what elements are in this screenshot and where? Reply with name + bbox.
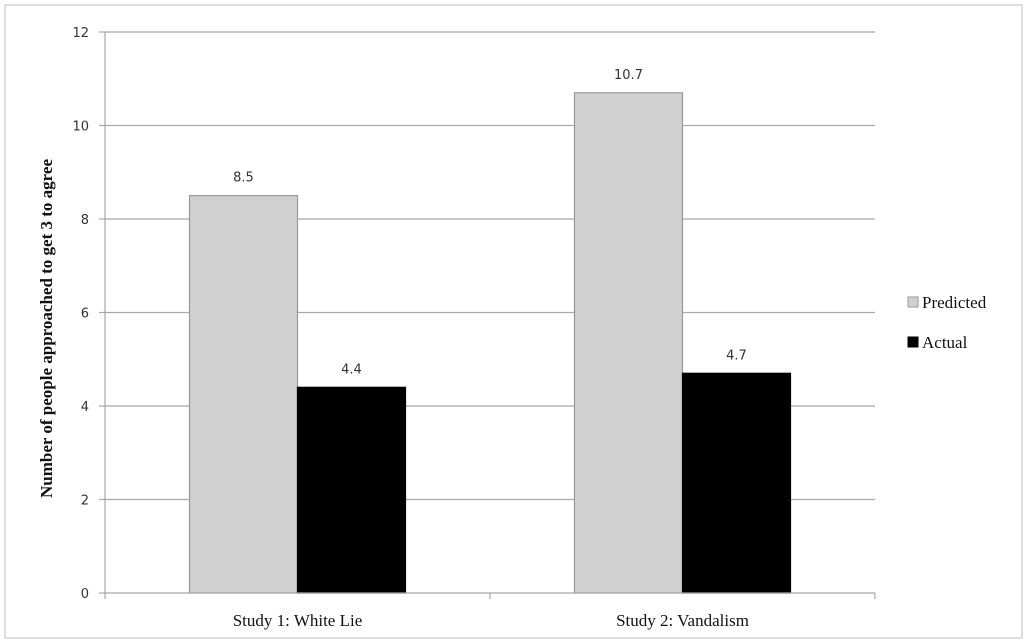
legend: Predicted Actual xyxy=(907,293,987,352)
y-tick-label: 8 xyxy=(81,213,89,228)
data-label: 8.5 xyxy=(233,171,254,186)
legend-swatch xyxy=(907,296,919,308)
data-label: 10.7 xyxy=(614,68,643,83)
bar-actual-2 xyxy=(681,372,792,594)
data-label: 4.4 xyxy=(341,362,362,377)
x-category-label: Study 2: Vandalism xyxy=(616,611,749,630)
y-axis-label: Number of people approached to get 3 to … xyxy=(37,159,56,498)
bar-actual-1 xyxy=(296,386,407,594)
bar-predicted-2 xyxy=(573,92,684,594)
y-tick-label: 10 xyxy=(72,120,89,135)
x-category-label: Study 1: White Lie xyxy=(233,611,363,630)
chart-border xyxy=(4,4,1023,639)
legend-item-actual: Actual xyxy=(907,333,968,352)
y-tick-label: 2 xyxy=(81,494,89,509)
legend-item-predicted: Predicted xyxy=(907,293,987,312)
bar-predicted-1 xyxy=(188,195,299,594)
data-label: 4.7 xyxy=(726,348,747,363)
legend-swatch xyxy=(907,336,919,348)
y-tick-label: 12 xyxy=(72,26,89,41)
y-tick-label: 0 xyxy=(81,587,89,602)
labels: 0 2 4 6 8 10 12 8.5 4.4 Study 1: White Lie 10.7 4.7… xyxy=(37,26,749,630)
bars xyxy=(188,92,792,594)
legend-label: Predicted xyxy=(922,293,987,312)
legend-label: Actual xyxy=(922,333,968,352)
y-tick-label: 6 xyxy=(81,307,89,322)
axes xyxy=(99,31,876,599)
y-tick-label: 4 xyxy=(81,400,89,415)
